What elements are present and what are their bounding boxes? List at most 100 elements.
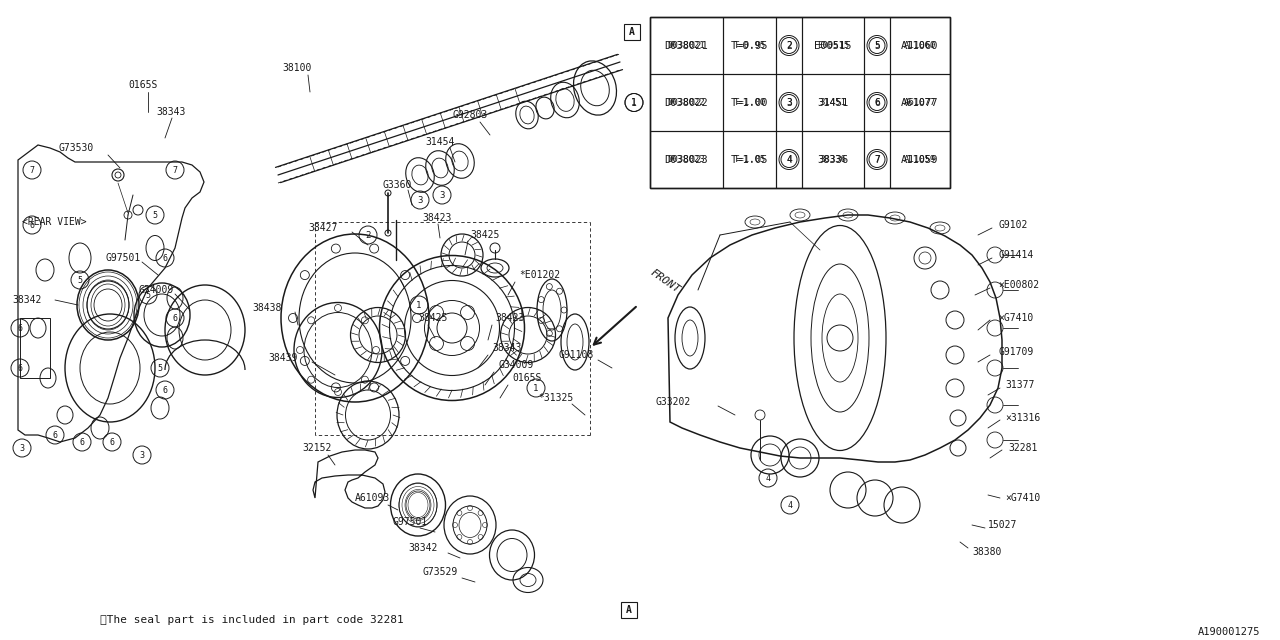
Bar bbox=[625, 24, 640, 40]
Text: A11060: A11060 bbox=[904, 41, 936, 50]
Text: 38100: 38100 bbox=[282, 63, 311, 73]
Text: 38438: 38438 bbox=[252, 303, 282, 313]
Text: A: A bbox=[628, 27, 635, 37]
Bar bbox=[20, 318, 50, 378]
Text: T=0.95: T=0.95 bbox=[731, 40, 768, 51]
Text: D038023: D038023 bbox=[668, 155, 705, 164]
Text: 2: 2 bbox=[786, 40, 792, 51]
Text: 38425: 38425 bbox=[470, 230, 499, 240]
Text: A11059: A11059 bbox=[904, 155, 936, 164]
Text: E00515: E00515 bbox=[817, 41, 849, 50]
Text: ×31316: ×31316 bbox=[1005, 413, 1041, 423]
Text: 6: 6 bbox=[110, 438, 114, 447]
Text: D038023: D038023 bbox=[664, 154, 708, 164]
Text: 31377: 31377 bbox=[1005, 380, 1034, 390]
Text: 5: 5 bbox=[157, 364, 163, 372]
Text: 38423: 38423 bbox=[495, 313, 525, 323]
Text: 7: 7 bbox=[874, 155, 879, 164]
Text: G73530: G73530 bbox=[58, 143, 93, 153]
Bar bbox=[621, 602, 637, 618]
Text: G9102: G9102 bbox=[998, 220, 1028, 230]
Text: G3360: G3360 bbox=[381, 180, 411, 190]
Text: D038021: D038021 bbox=[668, 41, 705, 50]
Text: 0165S: 0165S bbox=[128, 80, 157, 90]
Text: G97501: G97501 bbox=[392, 517, 428, 527]
Text: G34009: G34009 bbox=[138, 285, 173, 295]
Text: 38336: 38336 bbox=[818, 154, 849, 164]
Text: 3: 3 bbox=[417, 195, 422, 205]
Text: 6: 6 bbox=[874, 98, 879, 107]
Text: A61077: A61077 bbox=[901, 97, 938, 108]
Text: ×G7410: ×G7410 bbox=[1005, 493, 1041, 503]
Text: 3: 3 bbox=[140, 451, 145, 460]
Text: 2: 2 bbox=[786, 41, 792, 50]
Text: 6: 6 bbox=[18, 323, 23, 333]
Text: 6: 6 bbox=[52, 431, 58, 440]
Text: G91108: G91108 bbox=[558, 350, 593, 360]
Text: FRONT: FRONT bbox=[648, 268, 681, 295]
Text: 15027: 15027 bbox=[988, 520, 1018, 530]
Text: G97501: G97501 bbox=[105, 253, 141, 263]
Text: 31454: 31454 bbox=[425, 137, 454, 147]
Text: 4: 4 bbox=[786, 155, 792, 164]
Text: A190001275: A190001275 bbox=[1198, 627, 1260, 637]
Text: 5: 5 bbox=[874, 40, 879, 51]
Text: 7: 7 bbox=[173, 166, 178, 175]
Text: 3: 3 bbox=[439, 191, 444, 200]
Text: T=0.95: T=0.95 bbox=[733, 41, 765, 50]
Text: 4: 4 bbox=[786, 154, 792, 164]
Text: ※The seal part is included in part code 32281: ※The seal part is included in part code … bbox=[100, 615, 403, 625]
Text: 1: 1 bbox=[631, 98, 636, 107]
Text: E00515: E00515 bbox=[814, 40, 851, 51]
Text: 38427: 38427 bbox=[308, 223, 338, 233]
Text: G34009: G34009 bbox=[498, 360, 534, 370]
Text: 38425: 38425 bbox=[419, 313, 448, 323]
Text: 31451: 31451 bbox=[819, 98, 846, 107]
Text: 5: 5 bbox=[152, 211, 157, 220]
Text: A61093: A61093 bbox=[355, 493, 390, 503]
Text: 6: 6 bbox=[79, 438, 84, 447]
Text: T=1.05: T=1.05 bbox=[733, 155, 765, 164]
Text: <REAR VIEW>: <REAR VIEW> bbox=[22, 217, 87, 227]
Text: 38343: 38343 bbox=[156, 107, 186, 117]
Text: 38343: 38343 bbox=[492, 343, 521, 353]
Text: 5: 5 bbox=[78, 275, 82, 285]
Text: D038022: D038022 bbox=[664, 97, 708, 108]
Bar bbox=[650, 17, 950, 188]
Text: A61077: A61077 bbox=[904, 98, 936, 107]
Text: 6: 6 bbox=[163, 253, 168, 262]
Text: 6: 6 bbox=[163, 385, 168, 394]
Text: 32281: 32281 bbox=[1009, 443, 1037, 453]
Text: G91414: G91414 bbox=[998, 250, 1033, 260]
Text: 2: 2 bbox=[365, 230, 371, 239]
Text: 6: 6 bbox=[173, 314, 178, 323]
Text: 32152: 32152 bbox=[302, 443, 332, 453]
Text: 38439: 38439 bbox=[268, 353, 297, 363]
Text: 7: 7 bbox=[874, 154, 879, 164]
Text: D038021: D038021 bbox=[664, 40, 708, 51]
Text: 3: 3 bbox=[786, 97, 792, 108]
Text: 6: 6 bbox=[18, 364, 23, 372]
Text: G91709: G91709 bbox=[998, 347, 1033, 357]
Text: G33202: G33202 bbox=[655, 397, 690, 407]
Text: ×E00802: ×E00802 bbox=[998, 280, 1039, 290]
Text: 4: 4 bbox=[787, 500, 792, 509]
Text: 0165S: 0165S bbox=[512, 373, 541, 383]
Text: 38380: 38380 bbox=[972, 547, 1001, 557]
Text: *E01202: *E01202 bbox=[518, 270, 561, 280]
Text: A11059: A11059 bbox=[901, 154, 938, 164]
Text: 3: 3 bbox=[786, 98, 792, 107]
Text: 38342: 38342 bbox=[408, 543, 438, 553]
Text: G92803: G92803 bbox=[452, 110, 488, 120]
Text: 38342: 38342 bbox=[12, 295, 41, 305]
Text: A11060: A11060 bbox=[901, 40, 938, 51]
Text: 1: 1 bbox=[416, 301, 421, 310]
Text: 38423: 38423 bbox=[422, 213, 452, 223]
Text: 5: 5 bbox=[146, 291, 151, 300]
Text: T=1.05: T=1.05 bbox=[731, 154, 768, 164]
Text: 38336: 38336 bbox=[819, 155, 846, 164]
Text: D038022: D038022 bbox=[668, 98, 705, 107]
Text: 7: 7 bbox=[29, 166, 35, 175]
Text: 1: 1 bbox=[631, 97, 637, 108]
Bar bbox=[650, 17, 950, 188]
